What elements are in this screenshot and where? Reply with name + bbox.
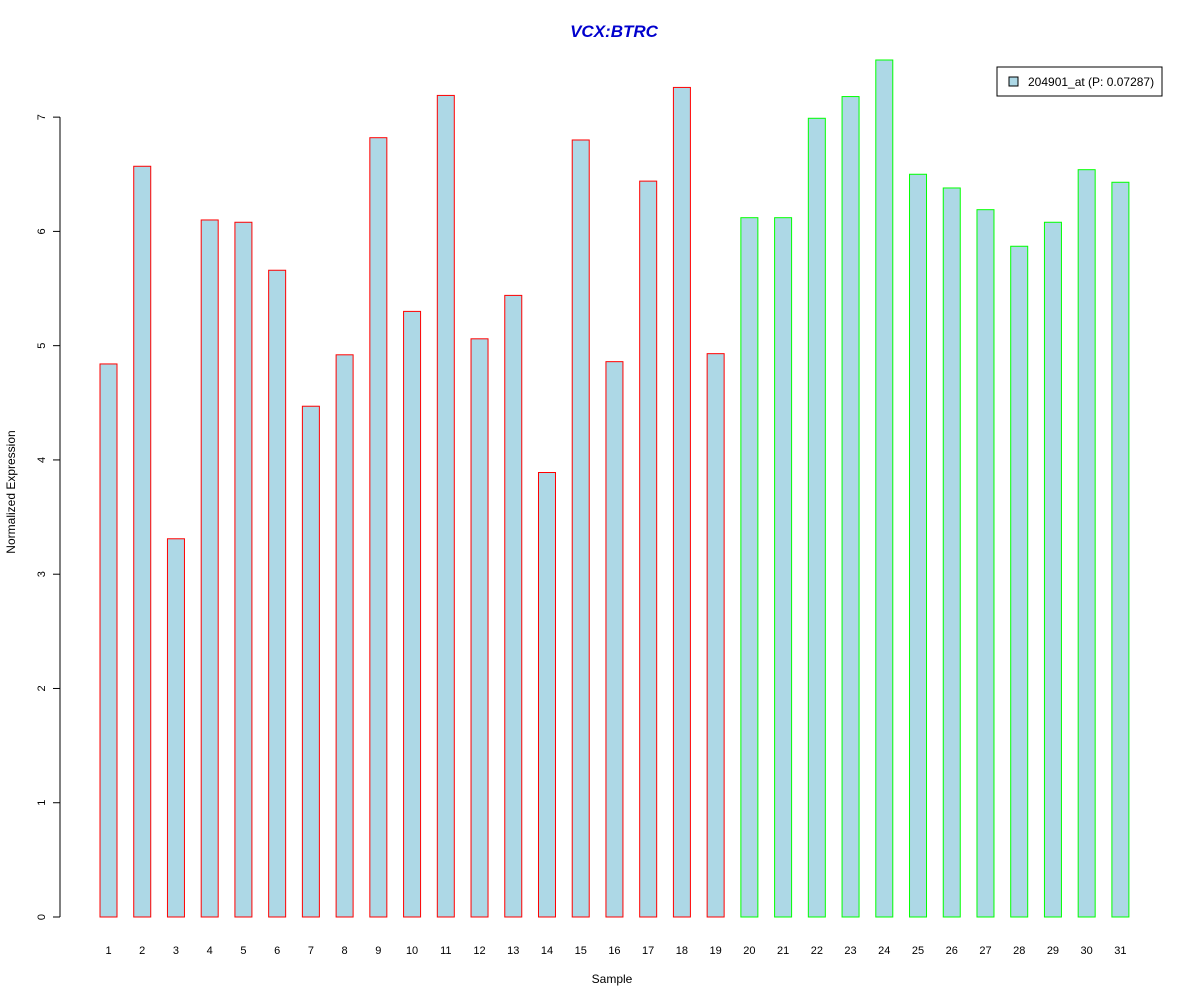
x-tick-label: 18 [676,945,688,957]
bars [99,59,1130,918]
bar [99,363,118,918]
bar [1077,169,1096,918]
bar [1010,245,1029,918]
x-tick-label: 14 [541,945,553,957]
x-tick-label: 28 [1013,945,1025,957]
x-tick-labels: 1 2 3 4 5 6 7 8 9 10 11 12 13 14 15 16 17 18 19 20 21 22 23 24 2… [105,945,1126,957]
x-tick-label: 11 [440,945,451,957]
chart-title: VCX:BTRC [570,22,659,41]
bar [504,294,523,918]
legend-box [996,66,1163,97]
bar [875,59,894,918]
x-tick-label: 23 [844,945,856,957]
bar [1111,181,1130,918]
x-tick-label: 16 [608,945,620,957]
x-tick-label: 1 [105,945,111,957]
y-axis: 0 1 2 3 4 5 6 7 [36,114,61,920]
bar [166,538,185,918]
bar [369,137,388,918]
bar [403,310,422,918]
x-tick-label: 5 [240,945,246,957]
bar [909,173,928,918]
x-tick-label: 22 [811,945,823,957]
bar [672,86,691,918]
y-tick-label: 3 [36,571,48,577]
bar [301,405,320,918]
x-tick-label: 6 [274,945,280,957]
x-tick-label: 24 [878,945,890,957]
x-tick-label: 2 [139,945,145,957]
y-axis-title: Normalized Expression [4,430,18,553]
x-tick-label: 3 [173,945,179,957]
bar [740,217,759,918]
bar [942,187,961,918]
bar [470,338,489,918]
bar [841,96,860,918]
y-tick-label: 5 [36,343,48,349]
bar [605,361,624,918]
x-tick-label: 7 [308,945,314,957]
x-axis-title: Sample [592,972,633,986]
bar [571,139,590,918]
bar [1043,221,1062,918]
x-tick-label: 29 [1047,945,1059,957]
x-tick-label: 10 [406,945,418,957]
bar [133,165,152,918]
x-tick-label: 12 [473,945,485,957]
bar [335,354,354,918]
x-tick-label: 30 [1081,945,1093,957]
x-tick-label: 13 [507,945,519,957]
x-tick-label: 25 [912,945,924,957]
bar [537,472,556,918]
y-tick-label: 2 [36,685,48,691]
x-tick-label: 26 [946,945,958,957]
x-tick-label: 9 [375,945,381,957]
bar [436,94,455,918]
legend-swatch [1008,76,1019,87]
x-tick-label: 21 [777,945,789,957]
x-tick-label: 31 [1114,945,1126,957]
y-tick-label: 1 [36,800,48,806]
x-tick-label: 20 [743,945,755,957]
y-tick-label: 7 [36,114,48,120]
x-tick-label: 8 [342,945,348,957]
x-tick-label: 17 [642,945,654,957]
y-tick-label: 6 [36,228,48,234]
x-tick-label: 15 [575,945,587,957]
bar [200,219,219,918]
bar [268,269,287,918]
bar [234,221,253,918]
x-tick-label: 19 [710,945,722,957]
y-tick-label: 0 [36,914,48,920]
x-tick-label: 4 [207,945,213,957]
bar [706,353,725,918]
bar [976,209,995,918]
y-tick-label: 4 [36,457,48,463]
legend: 204901_at (P: 0.07287) [996,66,1163,97]
bar [774,217,793,918]
bar [639,180,658,918]
legend-label: 204901_at (P: 0.07287) [1028,75,1154,89]
x-tick-label: 27 [979,945,991,957]
bar [807,117,826,918]
